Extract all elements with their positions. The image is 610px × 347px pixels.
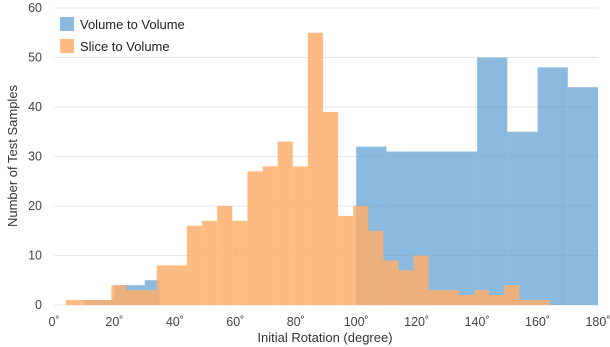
histogram-bar (534, 300, 550, 305)
histogram-bar (292, 166, 308, 305)
x-tick-label: 20˚ (105, 315, 123, 329)
x-axis-label: Initial Rotation (degree) (257, 330, 392, 345)
y-axis-label: Number of Test Samples (5, 84, 20, 227)
y-tick-labels: 0 10 20 30 40 50 60 (28, 1, 42, 312)
y-tick-label: 20 (28, 199, 42, 213)
y-tick-label: 50 (28, 51, 42, 65)
histogram-bar (477, 57, 508, 305)
y-tick-label: 40 (28, 100, 42, 114)
legend-swatch (60, 39, 74, 53)
histogram-bar (126, 290, 157, 305)
histogram-bar (262, 166, 278, 305)
legend-label: Volume to Volume (80, 17, 185, 32)
x-tick-label: 180˚ (585, 315, 610, 329)
x-tick-label: 80˚ (287, 315, 305, 329)
histogram-bar (398, 270, 414, 305)
legend-label: Slice to Volume (80, 39, 170, 54)
x-tick-label: 140˚ (465, 315, 490, 329)
bars-volume-to-volume (84, 57, 598, 306)
histogram-bar (567, 87, 598, 305)
bars-slice-to-volume (66, 32, 550, 305)
y-tick-label: 60 (28, 1, 42, 15)
histogram-bar (111, 285, 127, 305)
histogram-bar (507, 131, 538, 305)
y-tick-label: 10 (28, 249, 42, 263)
histogram-bar (202, 220, 218, 305)
x-tick-label: 40˚ (166, 315, 184, 329)
histogram-bar (519, 300, 535, 305)
histogram-bar (489, 295, 505, 305)
x-tick-label: 0˚ (48, 315, 59, 329)
histogram-bar (474, 290, 490, 305)
legend: Volume to Volume Slice to Volume (60, 17, 185, 54)
histogram-bar (217, 206, 233, 305)
histogram-bar (247, 171, 263, 305)
histogram-bar (443, 290, 459, 305)
histogram-bar (504, 285, 520, 305)
histogram-bar (338, 215, 354, 305)
legend-swatch (60, 17, 74, 31)
histogram-bar (81, 300, 112, 305)
histogram-bar (383, 260, 399, 305)
histogram-bar (458, 295, 475, 305)
histogram-bar (156, 265, 187, 305)
histogram-bar (537, 67, 568, 306)
y-tick-label: 0 (35, 298, 42, 312)
x-tick-labels: 0˚ 20˚ 40˚ 60˚ 80˚ 100˚ 120˚ 140˚ 160˚ 180˚ (48, 315, 610, 329)
histogram-bar (428, 290, 444, 305)
x-tick-label: 160˚ (525, 315, 550, 329)
histogram-bar (413, 255, 429, 305)
histogram-bar (277, 141, 293, 305)
histogram-bar (322, 111, 339, 305)
histogram-bar (307, 32, 323, 305)
x-tick-label: 120˚ (404, 315, 429, 329)
histogram-bar (353, 206, 369, 305)
histogram-bar (186, 225, 203, 305)
x-tick-label: 60˚ (226, 315, 244, 329)
histogram-bar (232, 220, 248, 305)
histogram-bar (368, 230, 384, 305)
y-tick-label: 30 (28, 150, 42, 164)
histogram-bar (66, 300, 82, 305)
x-tick-label: 100˚ (344, 315, 369, 329)
